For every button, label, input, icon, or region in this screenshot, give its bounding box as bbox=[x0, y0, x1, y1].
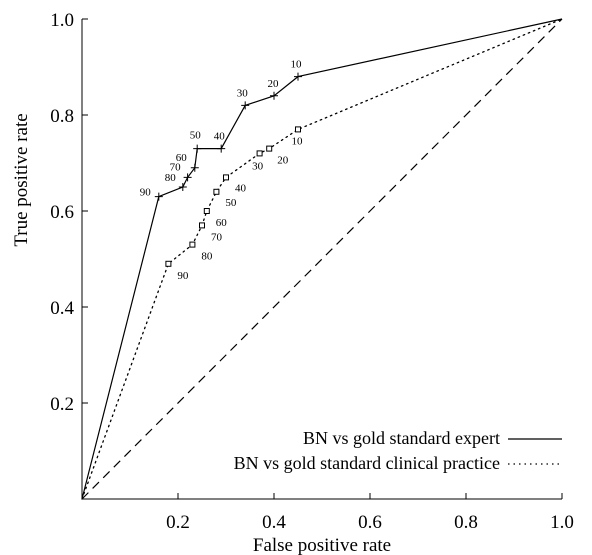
data-point-label-clinical: 90 bbox=[177, 270, 189, 282]
data-point-expert bbox=[178, 183, 187, 191]
data-point-label-clinical: 30 bbox=[252, 160, 264, 172]
y-tick-label: 0.6 bbox=[50, 202, 74, 223]
axes bbox=[81, 19, 562, 500]
data-point-label-clinical: 20 bbox=[277, 155, 289, 167]
data-point-label-clinical: 60 bbox=[216, 217, 228, 229]
legend-label-clinical: BN vs gold standard clinical practice bbox=[234, 453, 500, 473]
data-point-label-expert: 60 bbox=[176, 152, 188, 164]
x-tick-label: 1.0 bbox=[550, 512, 574, 533]
data-point-expert bbox=[241, 101, 250, 110]
data-point-clinical bbox=[203, 208, 210, 214]
data-point-clinical bbox=[295, 126, 301, 133]
reference-diagonal-layer bbox=[81, 18, 563, 500]
data-point-label-expert: 30 bbox=[237, 87, 249, 99]
legend-label-expert: BN vs gold standard expert bbox=[303, 428, 500, 448]
y-tick-label: 1.0 bbox=[50, 10, 74, 31]
data-point-label-expert: 50 bbox=[190, 130, 202, 142]
data-point-label-clinical: 10 bbox=[292, 135, 304, 147]
x-tick-label: 0.2 bbox=[166, 512, 190, 533]
data-point-expert bbox=[193, 144, 202, 153]
data-point-label-clinical: 70 bbox=[211, 231, 223, 243]
data-point-clinical bbox=[256, 150, 263, 157]
data-point-label-expert: 10 bbox=[291, 59, 303, 71]
x-tick-label: 0.4 bbox=[262, 512, 286, 533]
data-point-clinical bbox=[213, 188, 220, 195]
data-point-clinical bbox=[199, 222, 205, 229]
data-point-expert bbox=[190, 163, 199, 172]
data-point-label-expert: 40 bbox=[214, 131, 226, 143]
data-point-clinical bbox=[165, 260, 172, 267]
tick-layer: 0.2 0.4 0.6 0.8 1.0 0.2 0.4 0.6 0.8 1.0 bbox=[50, 10, 574, 533]
data-point-expert bbox=[217, 144, 226, 153]
data-point-label-expert: 80 bbox=[165, 172, 177, 184]
data-point-label-clinical: 40 bbox=[235, 182, 247, 194]
legend: BN vs gold standard expert BN vs gold st… bbox=[234, 428, 562, 473]
data-point-label-clinical: 80 bbox=[201, 251, 213, 263]
reference-diagonal-line bbox=[81, 18, 563, 500]
y-tick-label: 0.2 bbox=[50, 394, 74, 415]
data-point-expert bbox=[270, 91, 278, 100]
data-point-label-expert: 70 bbox=[170, 161, 182, 173]
data-point-clinical bbox=[266, 145, 273, 152]
y-tick-label: 0.4 bbox=[50, 298, 74, 319]
y-tick-label: 0.8 bbox=[50, 106, 74, 127]
y-axis-title: True positive rate bbox=[11, 113, 32, 246]
data-point-expert bbox=[154, 192, 163, 201]
x-tick-label: 0.6 bbox=[358, 512, 382, 533]
series-line-clinical bbox=[81, 18, 563, 500]
data-point-label-clinical: 50 bbox=[225, 197, 237, 209]
data-point-expert bbox=[183, 173, 192, 182]
data-point-label-expert: 20 bbox=[268, 78, 280, 90]
x-axis-title: False positive rate bbox=[253, 535, 391, 555]
data-point-clinical bbox=[189, 241, 196, 248]
data-point-expert bbox=[294, 72, 302, 81]
x-tick-label: 0.8 bbox=[454, 512, 478, 533]
data-point-label-expert: 90 bbox=[140, 187, 152, 199]
data-point-clinical bbox=[223, 174, 229, 181]
